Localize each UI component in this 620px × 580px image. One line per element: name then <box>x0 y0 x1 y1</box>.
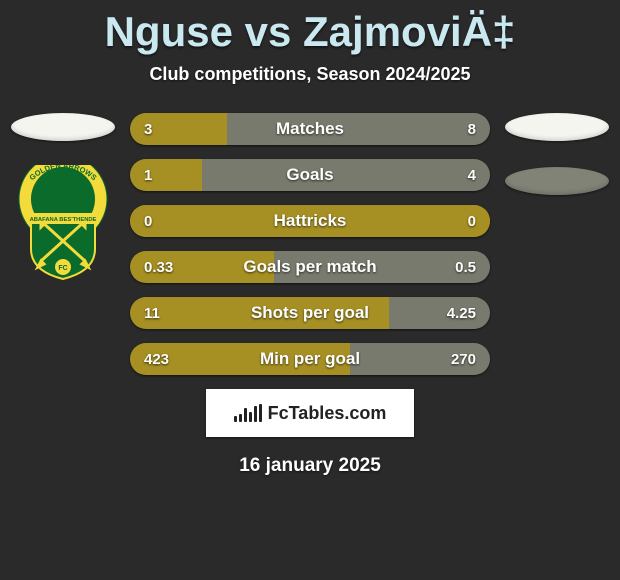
page-title: Nguse vs ZajmoviÄ‡ <box>0 0 620 56</box>
right-flag-ellipse-top <box>505 113 609 141</box>
right-player-column <box>502 113 612 373</box>
stat-fill-left <box>130 343 350 375</box>
stat-fill-right <box>202 159 490 191</box>
golden-arrows-shield-icon: LAMONTVILLE GOLDEN ARROWS ABAFANA BES'TH… <box>13 165 113 281</box>
right-flag-ellipse-mid <box>505 167 609 195</box>
stat-fill-left <box>130 159 202 191</box>
stat-row: 14Goals <box>130 159 490 191</box>
stat-row: 114.25Shots per goal <box>130 297 490 329</box>
stat-row: 38Matches <box>130 113 490 145</box>
stat-fill-right <box>274 251 490 283</box>
left-club-logo: LAMONTVILLE GOLDEN ARROWS ABAFANA BES'TH… <box>13 165 113 281</box>
bar-chart-icon <box>234 404 262 422</box>
logo-fc-text: FC <box>58 265 67 272</box>
stat-fill-right <box>389 297 490 329</box>
comparison-content: LAMONTVILLE GOLDEN ARROWS ABAFANA BES'TH… <box>0 113 620 375</box>
stat-row: 0.330.5Goals per match <box>130 251 490 283</box>
page-date: 16 january 2025 <box>0 455 620 477</box>
stat-fill-right <box>227 113 490 145</box>
stat-fill-left <box>130 205 490 237</box>
stat-fill-left <box>130 297 389 329</box>
logo-ribbon-text: ABAFANA BES'THENDE <box>30 217 97 223</box>
left-player-column: LAMONTVILLE GOLDEN ARROWS ABAFANA BES'TH… <box>8 113 118 373</box>
stat-row: 00Hattricks <box>130 205 490 237</box>
page-subtitle: Club competitions, Season 2024/2025 <box>0 64 620 85</box>
left-flag-ellipse <box>11 113 115 141</box>
stat-row: 423270Min per goal <box>130 343 490 375</box>
footer-brand-text: FcTables.com <box>268 403 387 424</box>
stat-fill-left <box>130 251 274 283</box>
fctables-badge: FcTables.com <box>206 389 414 437</box>
stat-fill-left <box>130 113 227 145</box>
stat-bars: 38Matches 14Goals 00Hattricks 0.330.5Goals … <box>130 113 490 375</box>
stat-fill-right <box>350 343 490 375</box>
